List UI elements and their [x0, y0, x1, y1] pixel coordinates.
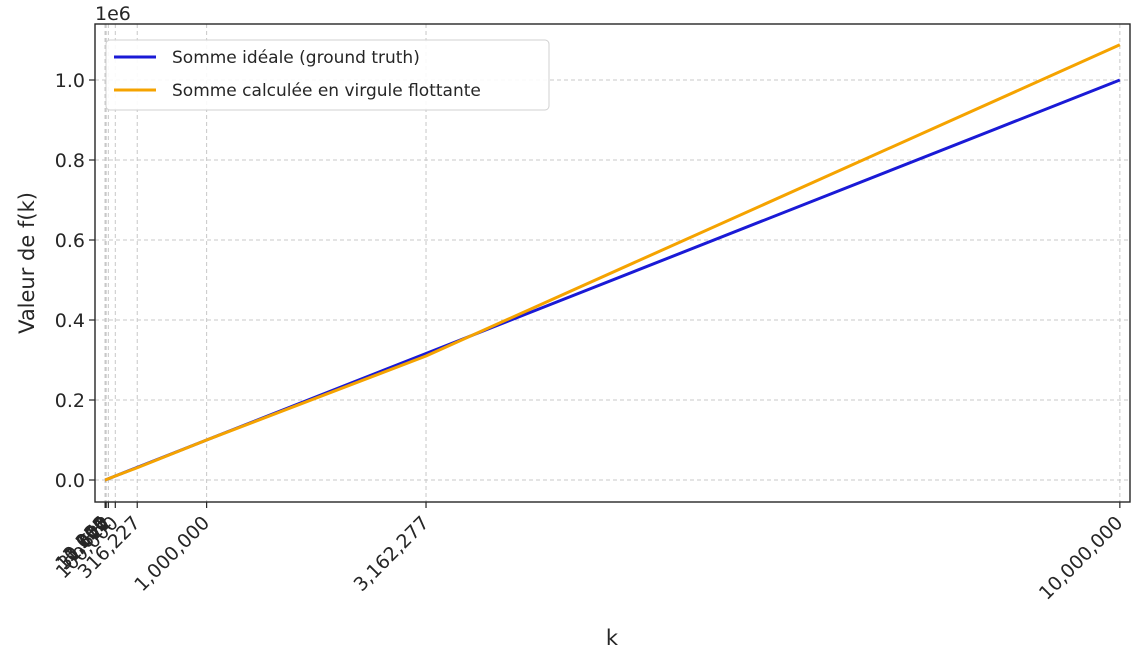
series-lines — [103, 43, 1121, 482]
y-axis-label: Valeur de f(k) — [15, 192, 39, 334]
x-axis-ticks: 1310311003161,0003,16210,00031,622100,00… — [51, 502, 1127, 604]
x-tick-label: 10,000,000 — [1035, 512, 1127, 604]
legend-label-float: Somme calculée en virgule flottante — [172, 81, 481, 101]
y-tick-label: 0.4 — [55, 310, 85, 332]
legend: Somme idéale (ground truth) Somme calcul… — [105, 39, 550, 111]
y-offset-label: 1e6 — [95, 3, 131, 25]
series-line-1 — [103, 43, 1121, 482]
y-axis-ticks: 0.0 0.2 0.4 0.6 0.8 1.0 — [55, 70, 95, 492]
y-tick-label: 0.6 — [55, 230, 85, 252]
plot-frame — [94, 23, 1131, 503]
y-tick-label: 0.8 — [55, 150, 85, 172]
legend-frame — [105, 39, 550, 111]
x-tick-label: 3,162,277 — [350, 512, 434, 596]
y-tick-label: 0.2 — [55, 390, 85, 412]
x-tick-label: 1,000,000 — [130, 512, 214, 596]
y-tick-label: 1.0 — [55, 70, 85, 92]
x-axis-label: k — [606, 626, 619, 650]
y-tick-label: 0.0 — [55, 470, 85, 492]
legend-label-ideal: Somme idéale (ground truth) — [172, 48, 420, 68]
